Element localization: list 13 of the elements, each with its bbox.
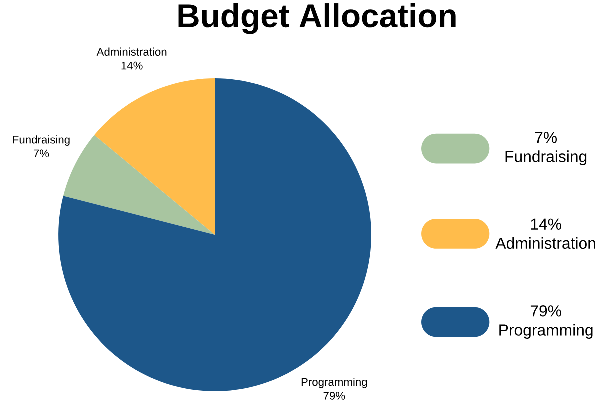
legend-label: Administration xyxy=(496,237,596,249)
slice-label: Administration xyxy=(96,48,167,56)
legend-label: Fundraising xyxy=(506,150,587,166)
text: 14% xyxy=(531,218,562,230)
legend-label: Programming xyxy=(500,324,593,339)
data-label: 7% xyxy=(34,150,50,158)
chart-title: Budget Allocation xyxy=(178,3,456,34)
data-label: 14% xyxy=(122,62,143,70)
text: 7% xyxy=(535,132,557,143)
slice-label: Fundraising xyxy=(13,135,70,146)
text: 79% xyxy=(530,305,562,317)
data-label: 79% xyxy=(324,392,346,400)
slice-label: Programming xyxy=(302,378,368,388)
